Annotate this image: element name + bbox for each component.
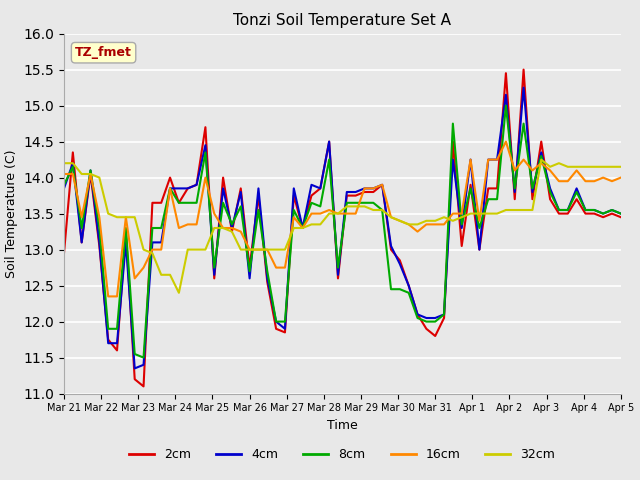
8cm	[502, 103, 509, 108]
2cm	[520, 67, 527, 72]
16cm	[378, 182, 386, 188]
16cm	[60, 171, 68, 177]
8cm	[431, 319, 439, 324]
32cm	[60, 160, 68, 166]
8cm	[299, 225, 307, 231]
2cm	[131, 376, 138, 382]
16cm	[617, 175, 625, 180]
4cm	[343, 189, 351, 195]
X-axis label: Time: Time	[327, 419, 358, 432]
16cm	[343, 211, 351, 216]
32cm	[431, 218, 439, 224]
2cm	[343, 193, 351, 199]
16cm	[502, 139, 509, 144]
4cm	[378, 182, 386, 188]
8cm	[378, 207, 386, 213]
8cm	[140, 355, 147, 360]
32cm	[422, 218, 430, 224]
32cm	[343, 204, 351, 209]
2cm	[140, 384, 147, 389]
32cm	[378, 207, 386, 213]
8cm	[343, 200, 351, 206]
8cm	[422, 319, 430, 324]
Line: 8cm: 8cm	[64, 106, 621, 358]
32cm	[617, 164, 625, 170]
Y-axis label: Soil Temperature (C): Soil Temperature (C)	[5, 149, 18, 278]
16cm	[431, 222, 439, 228]
8cm	[131, 351, 138, 357]
2cm	[299, 225, 307, 231]
Title: Tonzi Soil Temperature Set A: Tonzi Soil Temperature Set A	[234, 13, 451, 28]
8cm	[60, 182, 68, 188]
16cm	[140, 265, 147, 271]
Line: 32cm: 32cm	[64, 160, 621, 293]
32cm	[175, 290, 183, 296]
Text: TZ_fmet: TZ_fmet	[75, 46, 132, 59]
Line: 4cm: 4cm	[64, 88, 621, 369]
4cm	[617, 211, 625, 216]
4cm	[60, 186, 68, 192]
8cm	[617, 211, 625, 216]
2cm	[617, 215, 625, 220]
4cm	[431, 315, 439, 321]
4cm	[299, 225, 307, 231]
Legend: 2cm, 4cm, 8cm, 16cm, 32cm: 2cm, 4cm, 8cm, 16cm, 32cm	[124, 443, 561, 466]
32cm	[299, 225, 307, 231]
2cm	[60, 251, 68, 256]
2cm	[422, 326, 430, 332]
Line: 16cm: 16cm	[64, 142, 621, 297]
4cm	[131, 366, 138, 372]
2cm	[431, 333, 439, 339]
32cm	[538, 157, 545, 163]
16cm	[299, 225, 307, 231]
4cm	[520, 85, 527, 91]
4cm	[422, 315, 430, 321]
2cm	[378, 182, 386, 188]
16cm	[422, 222, 430, 228]
16cm	[104, 294, 112, 300]
4cm	[140, 362, 147, 368]
32cm	[131, 215, 138, 220]
Line: 2cm: 2cm	[64, 70, 621, 386]
